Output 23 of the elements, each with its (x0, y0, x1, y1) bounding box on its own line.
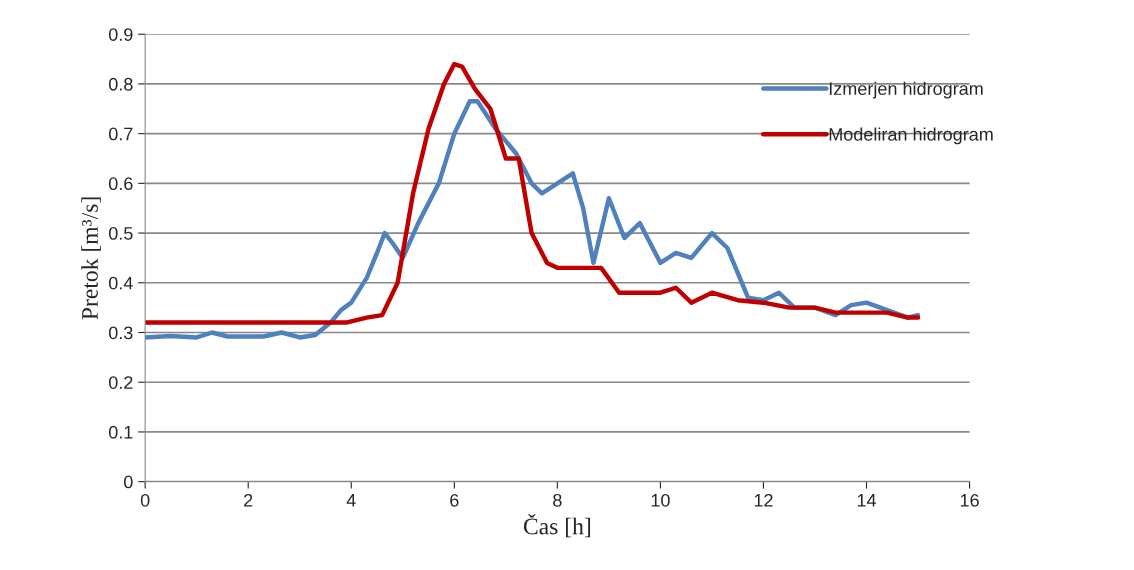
y-tick-label: 0.9 (108, 28, 133, 41)
x-tick-label: 16 (960, 493, 979, 507)
x-tick-label: 10 (651, 493, 670, 507)
y-tick-label: 0.4 (108, 276, 133, 290)
y-tick-label: 0.6 (108, 177, 133, 191)
y-tick-label: 0.7 (108, 127, 133, 141)
y-axis-title: Pretok [m³/s] (81, 197, 101, 320)
x-tick-label: 0 (140, 493, 150, 507)
legend-label: Modeliran hidrogram (829, 127, 993, 145)
x-tick-label: 6 (450, 493, 459, 507)
y-tick-label: 0.8 (108, 77, 133, 91)
y-tick-label: 0 (124, 475, 133, 489)
x-tick-label: 14 (857, 494, 877, 507)
y-tick-label: 0.1 (108, 425, 133, 439)
x-tick-label: 12 (754, 493, 773, 507)
x-tick-label: 8 (553, 493, 562, 507)
x-axis-title: Čas [h] (523, 513, 591, 538)
x-tick-label: 2 (244, 493, 253, 507)
y-tick-label: 0.2 (108, 376, 133, 389)
y-tick-label: 0.5 (108, 227, 133, 240)
legend-label: Izmerjen hidrogram (829, 81, 983, 99)
x-tick-label: 4 (346, 494, 356, 507)
y-tick-label: 0.3 (108, 326, 133, 340)
